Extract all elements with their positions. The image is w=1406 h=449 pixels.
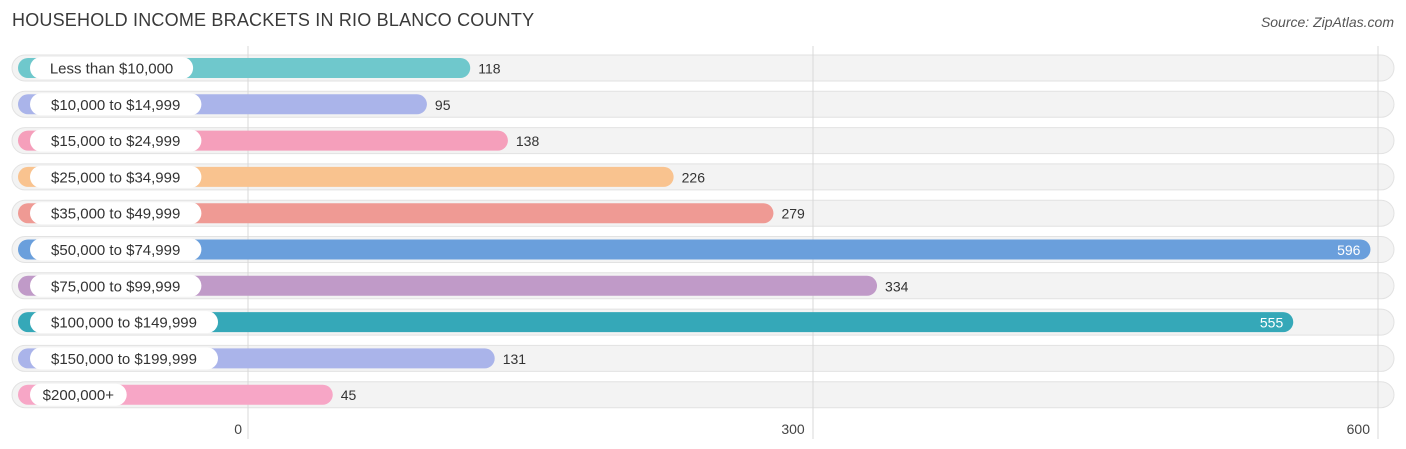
value-label: 334 xyxy=(885,278,909,294)
row-track xyxy=(11,381,1395,409)
value-label: 555 xyxy=(1260,315,1284,331)
category-label-pill xyxy=(30,202,202,225)
x-tick-label: 600 xyxy=(1347,421,1371,437)
value-label: 138 xyxy=(516,133,540,149)
category-label-pill xyxy=(30,165,202,188)
x-tick-label: 300 xyxy=(781,421,805,437)
category-label-pill xyxy=(30,347,218,370)
category-label: $35,000 to $49,999 xyxy=(51,206,180,223)
value-label: 131 xyxy=(503,351,527,367)
source-label: Source: ZipAtlas.com xyxy=(1260,14,1394,30)
category-label: $75,000 to $99,999 xyxy=(51,278,180,295)
category-label: $150,000 to $199,999 xyxy=(51,351,197,368)
category-label: $10,000 to $14,999 xyxy=(51,97,180,114)
category-label: $15,000 to $24,999 xyxy=(51,133,180,150)
category-label-pill xyxy=(30,93,202,116)
value-label: 226 xyxy=(682,169,706,185)
category-label: $50,000 to $74,999 xyxy=(51,242,180,259)
category-label-pill xyxy=(30,129,202,152)
x-tick-label: 0 xyxy=(234,421,242,437)
category-label-pill xyxy=(30,238,202,261)
value-label: 118 xyxy=(478,61,501,77)
category-label: $200,000+ xyxy=(43,387,115,404)
category-label: $100,000 to $149,999 xyxy=(51,315,197,332)
value-label: 596 xyxy=(1337,242,1361,258)
bar xyxy=(18,203,774,224)
bar xyxy=(18,239,1371,260)
value-label: 45 xyxy=(341,387,357,403)
bar xyxy=(18,275,878,296)
bar xyxy=(18,312,1294,333)
category-label: $25,000 to $34,999 xyxy=(51,169,180,186)
value-label: 95 xyxy=(435,97,451,113)
chart-title: HOUSEHOLD INCOME BRACKETS IN RIO BLANCO … xyxy=(12,10,535,30)
category-label-pill xyxy=(30,311,218,334)
category-label: Less than $10,000 xyxy=(50,61,173,78)
category-label-pill xyxy=(30,274,202,297)
value-label: 279 xyxy=(781,206,805,222)
category-label-pill xyxy=(30,383,127,406)
category-label-pill xyxy=(30,57,194,79)
